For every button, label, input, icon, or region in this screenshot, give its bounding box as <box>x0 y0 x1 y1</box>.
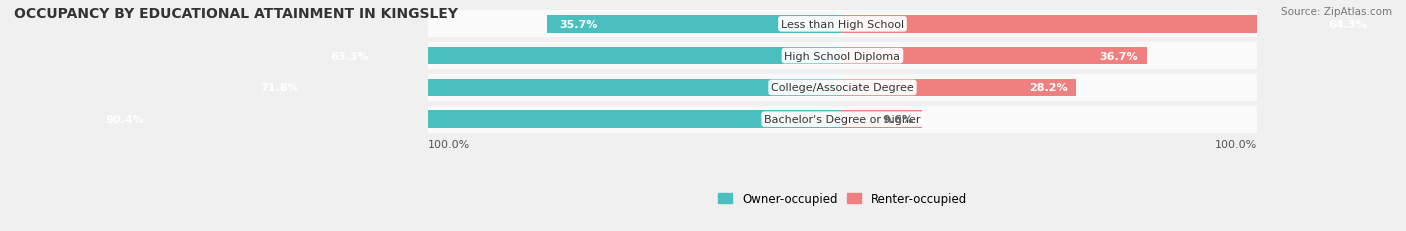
Bar <box>547 16 842 33</box>
Text: 9.6%: 9.6% <box>883 115 914 125</box>
Text: 64.3%: 64.3% <box>1329 20 1367 30</box>
Text: 28.2%: 28.2% <box>1029 83 1069 93</box>
Bar <box>247 79 842 97</box>
Text: Less than High School: Less than High School <box>780 20 904 30</box>
Bar <box>427 106 1257 133</box>
Bar <box>427 75 1257 101</box>
Text: 100.0%: 100.0% <box>427 139 470 149</box>
Text: OCCUPANCY BY EDUCATIONAL ATTAINMENT IN KINGSLEY: OCCUPANCY BY EDUCATIONAL ATTAINMENT IN K… <box>14 7 458 21</box>
Text: 71.8%: 71.8% <box>260 83 298 93</box>
Bar <box>427 43 1257 70</box>
Bar <box>427 11 1257 38</box>
Text: Bachelor's Degree or higher: Bachelor's Degree or higher <box>765 115 921 125</box>
Bar <box>318 48 842 65</box>
Text: High School Diploma: High School Diploma <box>785 51 900 61</box>
Text: Source: ZipAtlas.com: Source: ZipAtlas.com <box>1281 7 1392 17</box>
Bar <box>93 111 842 128</box>
Bar <box>842 16 1375 33</box>
Bar <box>842 79 1076 97</box>
Text: College/Associate Degree: College/Associate Degree <box>770 83 914 93</box>
Text: 35.7%: 35.7% <box>560 20 598 30</box>
Bar <box>842 48 1147 65</box>
Text: 100.0%: 100.0% <box>1215 139 1257 149</box>
Text: 63.3%: 63.3% <box>330 51 368 61</box>
Text: 90.4%: 90.4% <box>105 115 145 125</box>
Legend: Owner-occupied, Renter-occupied: Owner-occupied, Renter-occupied <box>718 192 967 205</box>
Bar <box>842 111 922 128</box>
Text: 36.7%: 36.7% <box>1099 51 1139 61</box>
